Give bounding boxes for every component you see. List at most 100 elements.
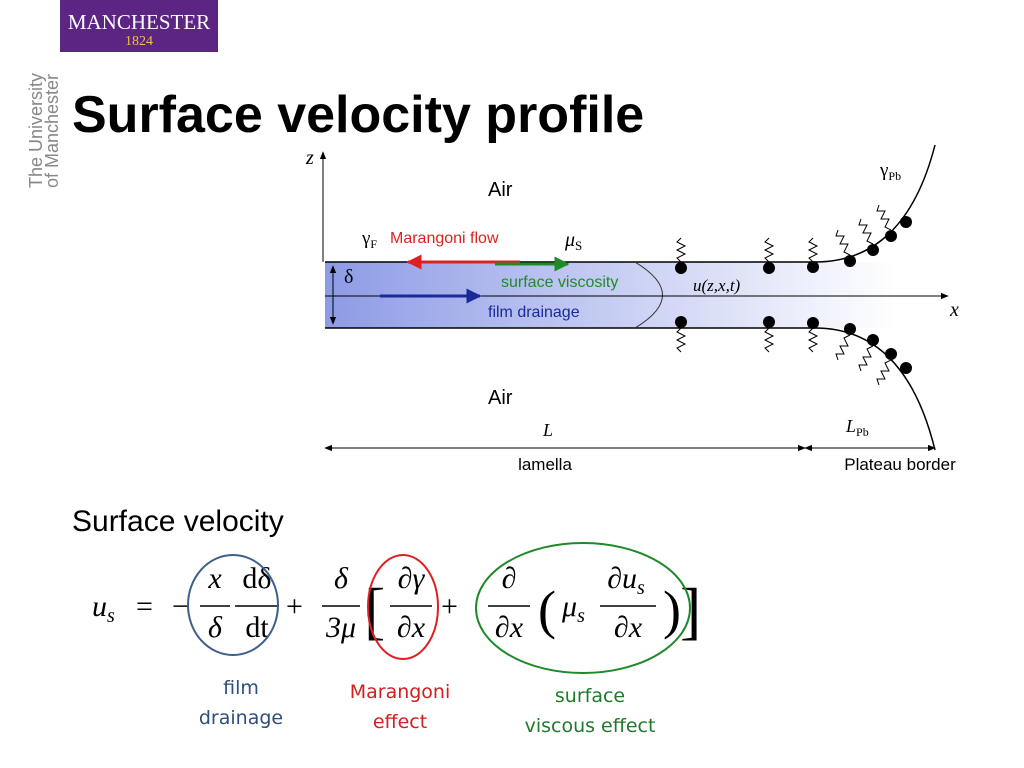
dot: [675, 316, 687, 328]
symbol: γ: [361, 228, 370, 249]
dot: [867, 244, 879, 256]
eq-equals: =: [136, 590, 153, 623]
lamella-label: lamella: [518, 455, 572, 474]
eq-den: ∂x: [495, 611, 524, 644]
dot: [885, 348, 897, 360]
logo-year: 1824: [125, 34, 153, 49]
eq-plus: +: [441, 590, 458, 623]
subscript: F: [370, 237, 377, 251]
surfactant-dots: [675, 216, 912, 374]
eq-den: 3μ: [325, 611, 356, 644]
subscript: s: [637, 577, 645, 599]
eq-den: ∂x: [397, 611, 426, 644]
spring: [763, 237, 775, 263]
plateau-label: Plateau border: [844, 455, 956, 474]
mu-s: μS: [564, 229, 582, 253]
drainage-label: film drainage: [488, 304, 580, 321]
dot: [675, 262, 687, 274]
velocity-label: u(z,x,t): [693, 276, 741, 295]
dot: [900, 216, 912, 228]
l-label: L: [542, 420, 553, 440]
spring: [763, 327, 775, 353]
annotations: film drainage Marangoni effect surface v…: [199, 677, 656, 737]
subscript: Pb: [888, 169, 901, 183]
air-label: Air: [488, 179, 513, 201]
symbol: L: [845, 416, 856, 436]
eq-den: ∂x: [614, 611, 643, 644]
spring: [675, 327, 687, 353]
eq-paren: ): [663, 580, 681, 640]
eq-lhs: us: [92, 590, 115, 627]
symbol: γ: [879, 160, 888, 181]
marangoni-label: Marangoni flow: [390, 230, 499, 247]
viscous-circle: [475, 542, 691, 674]
spring: [876, 204, 892, 231]
subscript: Pb: [856, 425, 869, 439]
slide-title: Surface velocity profile: [72, 86, 644, 144]
gamma-pb: γPb: [879, 160, 901, 183]
side-line: The University: [26, 73, 46, 188]
eq-minus: −: [172, 590, 189, 623]
z-label: z: [305, 147, 314, 169]
spring: [835, 229, 851, 256]
lpb-label: LPb: [845, 416, 869, 439]
symbol: u: [92, 590, 107, 623]
side-text: The University of Manchester: [26, 73, 62, 188]
spring: [835, 334, 851, 361]
dot: [844, 323, 856, 335]
logo-name: MANCHESTER: [68, 10, 210, 34]
spring: [675, 237, 687, 263]
drainage-circle: [187, 554, 279, 656]
spring: [807, 237, 819, 263]
eq-den: δ: [208, 611, 223, 644]
delta-label: δ: [344, 266, 353, 288]
eq-num: δ: [334, 562, 349, 595]
logo-box: [60, 0, 218, 52]
dot: [763, 316, 775, 328]
springs: [675, 204, 892, 386]
annotation-line: viscous effect: [525, 715, 656, 737]
symbol: ∂u: [607, 562, 637, 595]
diagram-labels: z x Air Air γF Marangoni flow μS δ surfa…: [305, 147, 959, 474]
symbol: μ: [564, 229, 575, 251]
velocity-profile: [634, 261, 663, 329]
spring: [858, 345, 874, 372]
air-label: Air: [488, 387, 513, 409]
annotation-line: drainage: [199, 707, 283, 729]
eq-paren: (: [538, 580, 556, 640]
dot: [763, 262, 775, 274]
eq-mu: μs: [561, 590, 585, 627]
subscript: s: [577, 605, 585, 627]
side-line: of Manchester: [42, 74, 62, 188]
annotation-line: surface: [555, 685, 625, 707]
gamma-f: γF: [361, 228, 377, 251]
dot: [885, 230, 897, 242]
viscosity-label: surface viscosity: [501, 274, 618, 291]
dot: [867, 334, 879, 346]
spring: [807, 327, 819, 353]
subscript: S: [575, 238, 582, 253]
spring: [876, 359, 892, 386]
eq-num: dδ: [242, 562, 271, 595]
spring: [858, 218, 874, 245]
eq-num: ∂γ: [398, 562, 426, 595]
subheading: Surface velocity: [72, 505, 284, 538]
eq-num: ∂us: [607, 562, 645, 599]
eq-num: x: [207, 562, 222, 595]
eq-num: ∂: [502, 562, 517, 595]
dot: [844, 255, 856, 267]
x-label: x: [949, 299, 959, 321]
annotation-line: effect: [373, 711, 427, 733]
dot: [900, 362, 912, 374]
equation: us = − x δ dδ dt + δ 3μ [ ∂γ ∂x + ∂ ∂x (…: [92, 562, 701, 646]
dot: [807, 317, 819, 329]
symbol: μ: [561, 590, 577, 623]
marangoni-circle: [367, 554, 439, 660]
dot: [807, 261, 819, 273]
annotation-line: film: [223, 677, 259, 699]
subscript: s: [107, 605, 115, 627]
annotation-line: Marangoni: [350, 681, 451, 703]
eq-plus: +: [286, 590, 303, 623]
